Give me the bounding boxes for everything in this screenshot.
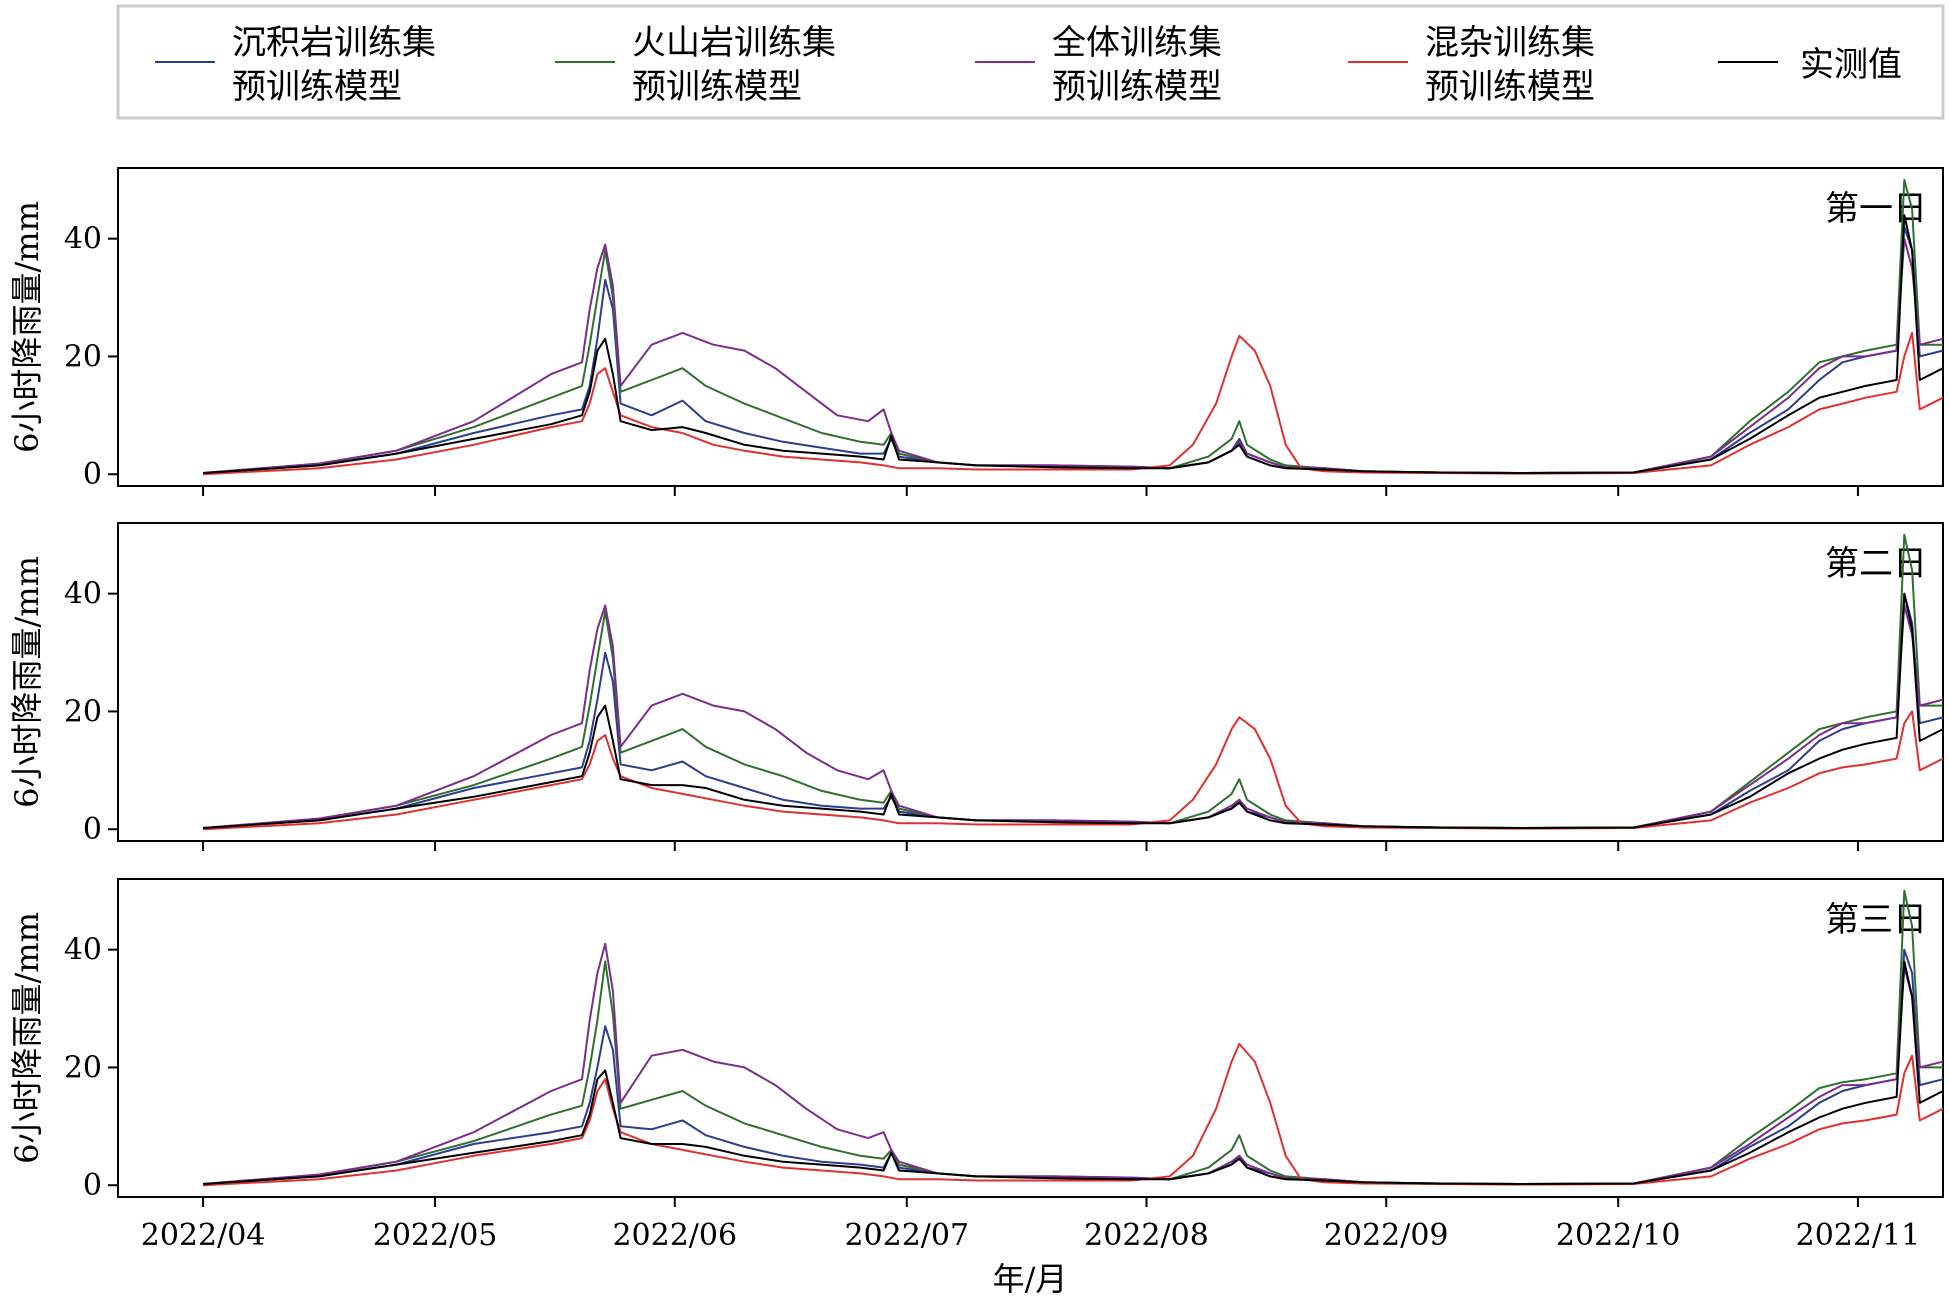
legend-label-sedimentary-line2: 预训练模型 <box>232 67 402 107</box>
series-line-day3-sedimentary <box>203 948 1943 1185</box>
x-axis-label: 年/月 <box>993 1260 1068 1298</box>
y-tick-label-day2-40: 40 <box>64 577 102 612</box>
series-line-day2-all <box>203 604 1943 829</box>
x-tick-label-2022-09: 2022/09 <box>1324 1218 1449 1253</box>
series-line-day2-observed <box>203 592 1943 829</box>
legend: 沉积岩训练集 预训练模型 火山岩训练集 预训练模型 全体训练集 预训练模型 混杂… <box>116 4 1945 120</box>
y-tick-label-day3-40: 40 <box>64 933 102 968</box>
series-line-day3-volcanic <box>203 889 1943 1185</box>
panel-day3: 0 20 40 2022/04 2022/05 2022/06 2022/07 2022/08… <box>8 878 1944 1253</box>
series-line-day2-sedimentary <box>203 592 1943 829</box>
legend-label-volcanic-line1: 火山岩训练集 <box>632 23 836 63</box>
series-line-day2-mixed <box>203 710 1943 831</box>
y-tick-label-day1-20: 20 <box>64 339 102 374</box>
x-tick-label-2022-11: 2022/11 <box>1796 1218 1921 1253</box>
y-axis-label-day2: 6小时降雨量/mm <box>8 556 46 808</box>
y-axis-label-day3: 6小时降雨量/mm <box>8 912 46 1164</box>
legend-label-observed: 实测值 <box>1800 45 1902 85</box>
y-tick-label-day1-0: 0 <box>83 457 102 492</box>
panel-frame-day1 <box>117 167 1944 487</box>
x-tick-label-2022-05: 2022/05 <box>373 1218 498 1253</box>
panel-frame-day3 <box>117 878 1944 1198</box>
y-tick-label-day2-0: 0 <box>83 812 102 847</box>
panel-day1: 0 20 40 6小时降雨量/mm 第一日 <box>8 167 1944 496</box>
y-axis-label-day1: 6小时降雨量/mm <box>8 201 46 453</box>
legend-label-all-line2: 预训练模型 <box>1052 67 1222 107</box>
x-tick-label-2022-06: 2022/06 <box>612 1218 737 1253</box>
x-tick-label-2022-10: 2022/10 <box>1556 1218 1681 1253</box>
y-tick-label-day1-40: 40 <box>64 222 102 257</box>
legend-label-volcanic-line2: 预训练模型 <box>632 67 802 107</box>
y-tick-label-day2-20: 20 <box>64 694 102 729</box>
legend-label-mixed-line2: 预训练模型 <box>1425 67 1595 107</box>
x-tick-label-2022-07: 2022/07 <box>844 1218 969 1253</box>
series-line-day3-all <box>203 942 1943 1185</box>
series-line-day1-observed <box>203 214 1943 474</box>
panel-frame-day2 <box>117 522 1944 842</box>
series-line-day3-observed <box>203 960 1943 1185</box>
y-tick-label-day3-20: 20 <box>64 1050 102 1085</box>
x-tick-label-2022-04: 2022/04 <box>141 1218 266 1253</box>
panel-label-day1: 第一日 <box>1825 189 1927 229</box>
legend-label-sedimentary-line1: 沉积岩训练集 <box>232 23 436 63</box>
y-tick-label-day3-0: 0 <box>83 1168 102 1203</box>
x-tick-label-2022-08: 2022/08 <box>1084 1218 1209 1253</box>
legend-label-all-line1: 全体训练集 <box>1052 23 1222 63</box>
series-line-day1-mixed <box>203 331 1943 476</box>
legend-label-mixed-line1: 混杂训练集 <box>1425 23 1595 63</box>
